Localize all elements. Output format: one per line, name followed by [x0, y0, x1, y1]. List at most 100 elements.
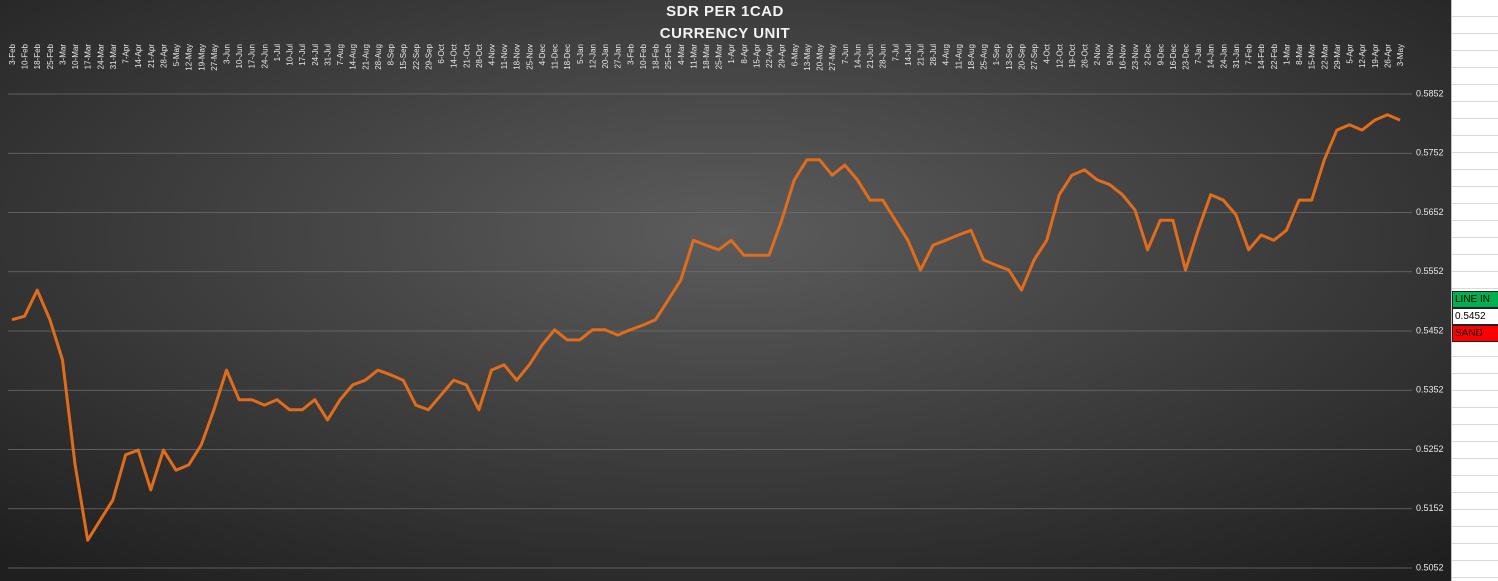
x-tick-label: 14-Jul: [904, 44, 913, 66]
x-tick-label: 12-May: [185, 44, 194, 71]
chart: SDR PER 1CAD CURRENCY UNIT 0.5052 0.5152 0…: [0, 0, 1451, 581]
x-tick-label: 22-Mar: [1320, 44, 1329, 70]
x-tick-label: 18-Aug: [967, 44, 976, 70]
x-tick-label: 20-Jan: [601, 44, 610, 68]
x-tick-label: 17-Jul: [298, 44, 307, 66]
x-tick-label: 21-Aug: [361, 44, 370, 70]
x-tick-label: 25-Feb: [46, 43, 55, 69]
x-tick-label: 28-Oct: [475, 43, 484, 68]
x-tick-label: 3-May: [1396, 44, 1405, 66]
x-tick-label: 2-Nov: [1093, 44, 1102, 65]
x-tick-label: 29-Apr: [778, 44, 787, 68]
x-tick-label: 12-Jan: [588, 44, 597, 68]
x-tick-label: 19-Apr: [1371, 44, 1380, 68]
x-tick-label: 22-Apr: [765, 44, 774, 68]
x-tick-label: 31-Jan: [1232, 44, 1241, 68]
x-tick-label: 31-Jul: [323, 44, 332, 66]
x-tick-label: 27-May: [828, 44, 837, 71]
chart-background: [0, 0, 1451, 581]
x-tick-label: 6-May: [790, 44, 799, 66]
x-tick-label: 25-Nov: [525, 44, 534, 70]
x-tick-label: 28-Jul: [929, 44, 938, 66]
x-tick-label: 31-Mar: [109, 44, 118, 70]
x-tick-label: 24-Jul: [311, 44, 320, 66]
y-tick-label: 0.5752: [1416, 148, 1444, 158]
x-tick-label: 21-Jul: [917, 44, 926, 66]
x-tick-label: 7-Jan: [1194, 44, 1203, 64]
x-tick-label: 19-Oct: [1068, 43, 1077, 68]
y-tick-label: 0.5352: [1416, 385, 1444, 395]
x-tick-label: 1-Mar: [1282, 44, 1291, 65]
x-tick-label: 8-Sep: [387, 43, 396, 65]
x-tick-label: 25-Feb: [664, 43, 673, 69]
x-tick-label: 15-Mar: [1308, 44, 1317, 70]
chart-title: SDR PER 1CAD: [666, 3, 784, 20]
x-tick-label: 26-Oct: [1081, 43, 1090, 68]
x-tick-label: 18-Dec: [563, 44, 572, 70]
x-tick-label: 13-May: [803, 44, 812, 71]
x-tick-label: 14-Oct: [450, 43, 459, 68]
x-tick-label: 9-Nov: [1106, 44, 1115, 65]
x-tick-label: 4-Nov: [487, 44, 496, 65]
x-tick-label: 12-Oct: [1055, 43, 1064, 68]
x-tick-label: 1-Apr: [727, 44, 736, 64]
x-tick-label: 23-Dec: [1181, 44, 1190, 70]
x-tick-label: 11-Nov: [500, 44, 509, 69]
x-tick-label: 10-Mar: [71, 44, 80, 70]
x-tick-label: 3-Feb: [8, 43, 17, 64]
x-tick-label: 3-Feb: [626, 43, 635, 64]
line-series: [11, 113, 1401, 542]
x-tick-label: 10-Jun: [235, 44, 244, 68]
x-tick-label: 27-Sep: [1030, 43, 1039, 69]
x-tick-label: 27-May: [210, 44, 219, 71]
x-tick-label: 7-Aug: [336, 44, 345, 65]
x-tick-label: 14-Jun: [853, 44, 862, 68]
x-tick-label: 11-Dec: [551, 44, 560, 69]
x-tick-label: 18-Nov: [513, 44, 522, 70]
x-tick-label: 7-Jun: [841, 44, 850, 64]
y-tick-label: 0.5152: [1416, 503, 1444, 513]
x-tick-label: 18-Mar: [702, 44, 711, 70]
x-tick-label: 22-Feb: [1270, 43, 1279, 69]
x-tick-label: 4-Aug: [942, 44, 951, 65]
x-tick-label: 28-Aug: [374, 44, 383, 70]
x-tick-label: 11-Mar: [689, 44, 698, 69]
x-tick-label: 29-Sep: [424, 43, 433, 69]
x-tick-label: 4-Mar: [677, 44, 686, 65]
x-tick-label: 21-Jun: [866, 44, 875, 68]
y-tick-label: 0.5852: [1416, 88, 1444, 98]
x-tick-label: 23-Nov: [1131, 44, 1140, 70]
x-tick-label: 6-Oct: [437, 43, 446, 63]
x-tick-label: 12-Apr: [1358, 44, 1367, 68]
x-tick-label: 28-Jun: [879, 44, 888, 68]
x-tick-label: 10-Feb: [21, 43, 30, 69]
panel-cell: SAND: [1452, 325, 1498, 342]
chart-subtitle: CURRENCY UNIT: [660, 25, 790, 42]
x-tick-label: 4-Oct: [1043, 43, 1052, 63]
x-tick-label: 4-Dec: [538, 44, 547, 65]
x-tick-label: 1-Sep: [992, 43, 1001, 65]
x-tick-label: 20-May: [816, 44, 825, 71]
y-tick-label: 0.5452: [1416, 325, 1444, 335]
x-tick-label: 8-Mar: [1295, 44, 1304, 65]
x-tick-label: 24-Mar: [96, 44, 105, 70]
x-tick-label: 5-May: [172, 44, 181, 66]
x-tick-label: 26-Apr: [1383, 44, 1392, 68]
panel-cell: 0.5452: [1452, 308, 1498, 325]
x-tick-label: 17-Jun: [248, 44, 257, 68]
x-tick-label: 22-Sep: [412, 43, 421, 69]
y-tick-label: 0.5652: [1416, 207, 1444, 217]
x-tick-label: 8-Apr: [740, 44, 749, 64]
y-tick-label: 0.5052: [1416, 562, 1444, 572]
x-tick-label: 24-Jan: [1219, 44, 1228, 68]
x-tick-label: 1-Jul: [273, 44, 282, 62]
x-tick-label: 5-Jan: [576, 44, 585, 64]
x-tick-label: 28-Apr: [159, 44, 168, 68]
y-tick-label: 0.5252: [1416, 444, 1444, 454]
x-tick-label: 17-Mar: [84, 44, 93, 70]
x-tick-label: 14-Aug: [349, 44, 358, 70]
x-tick-label: 25-Mar: [715, 44, 724, 70]
spreadsheet-column: [1451, 0, 1498, 581]
x-tick-label: 9-Dec: [1156, 44, 1165, 65]
x-tick-label: 15-Apr: [752, 44, 761, 68]
